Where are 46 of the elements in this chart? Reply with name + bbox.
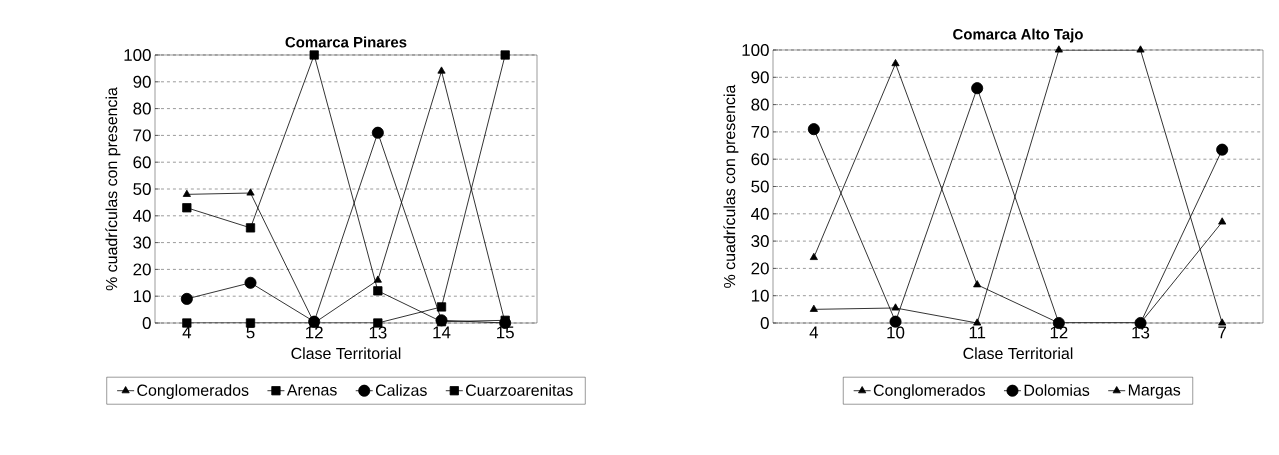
y-tick-label: 70 <box>133 129 151 142</box>
y-tick-label: 20 <box>133 263 151 276</box>
y-tick-label: 80 <box>751 98 769 111</box>
y-tick-label: 50 <box>133 183 151 195</box>
x-axis-title: Clase Territorial <box>291 347 401 360</box>
x-tick-label: 4 <box>182 326 192 339</box>
y-tick-label: 90 <box>133 75 151 88</box>
x-axis-title: Clase Territorial <box>963 347 1073 360</box>
y-tick-label: 60 <box>133 156 151 169</box>
legend-label: Calizas <box>375 384 427 396</box>
x-tick-label: 7 <box>1218 326 1227 339</box>
chart-title: Comarca Alto Tajo <box>953 28 1083 43</box>
x-tick-label: 12 <box>1050 326 1068 339</box>
legend-label: Conglomerados <box>137 384 249 400</box>
x-tick-label: 13 <box>1132 326 1150 339</box>
y-tick-label: 100 <box>742 44 769 56</box>
y-tick-label: 0 <box>760 317 769 329</box>
x-tick-label: 13 <box>369 326 387 339</box>
chart-title: Comarca Pinares <box>285 36 407 48</box>
y-tick-label: 10 <box>751 289 769 302</box>
y-tick-label: 40 <box>751 207 769 220</box>
y-tick-label: 20 <box>751 262 769 275</box>
legend-label: Cuarzoarenitas <box>466 384 573 396</box>
legend-label: Margas <box>1128 384 1181 399</box>
legend-label: Conglomerados <box>873 384 985 400</box>
x-tick-label: 10 <box>887 326 905 339</box>
y-tick-label: 30 <box>133 236 151 249</box>
y-tick-label: 30 <box>751 235 769 248</box>
x-tick-label: 11 <box>969 326 986 339</box>
y-axis-title: % cuadrículas con presencia <box>723 84 739 288</box>
y-tick-label: 70 <box>751 125 769 138</box>
x-tick-label: 14 <box>433 326 451 339</box>
legend-label: Arenas <box>286 384 337 396</box>
x-tick-label: 12 <box>306 326 323 339</box>
y-tick-label: 0 <box>142 317 151 329</box>
y-axis-title: % cuadrículas con presencia <box>105 87 121 291</box>
y-tick-label: 40 <box>133 209 151 222</box>
y-tick-label: 50 <box>751 180 769 193</box>
x-tick-label: 4 <box>809 326 819 339</box>
y-tick-label: 10 <box>133 290 151 303</box>
legend-label: Dolomias <box>1024 384 1090 396</box>
y-tick-label: 60 <box>751 153 769 166</box>
y-tick-label: 90 <box>751 71 769 84</box>
y-tick-label: 80 <box>133 102 151 115</box>
y-tick-label: 100 <box>124 49 151 61</box>
x-tick-label: 15 <box>497 326 514 339</box>
